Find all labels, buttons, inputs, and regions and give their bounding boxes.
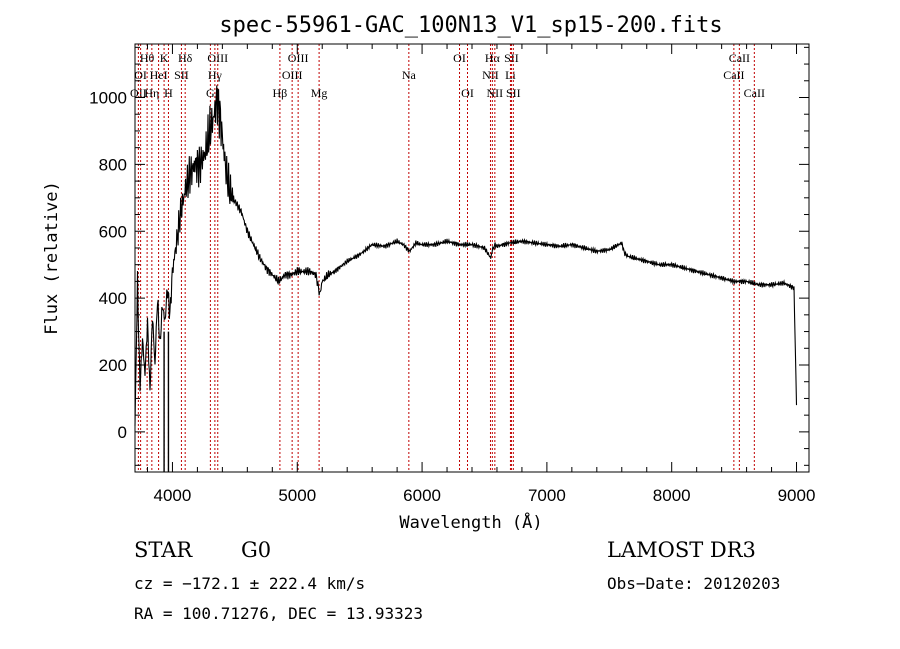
x-tick-label: 7000 xyxy=(528,486,566,505)
spectral-line-label: NII xyxy=(487,86,504,100)
spectral-line-label: Hβ xyxy=(273,86,288,100)
spectral-line-label: CaII xyxy=(723,68,744,82)
object-subclass: G0 xyxy=(241,538,272,562)
y-tick-label: 0 xyxy=(118,423,127,442)
survey-name: LAMOST DR3 xyxy=(607,538,756,562)
redshift-velocity: cz = −172.1 ± 222.4 km/s xyxy=(134,574,366,593)
spectrum-series xyxy=(134,85,798,472)
x-tick-label: 4000 xyxy=(154,486,192,505)
y-tick-label: 200 xyxy=(99,356,127,375)
spectral-line-label: NII xyxy=(482,68,499,82)
y-axis-ticks: 0 200 400 600 800 1000 xyxy=(89,46,809,466)
spectral-line-label: OIII xyxy=(207,51,228,65)
spectral-line-label: Mg xyxy=(311,86,328,100)
spectral-line-label: Hδ xyxy=(178,51,193,65)
x-tick-label: 6000 xyxy=(403,486,441,505)
x-axis-ticks: 4000 5000 6000 7000 8000 9000 xyxy=(146,44,816,505)
spectral-line-label: Hγ xyxy=(208,68,223,82)
spectral-line-label: CaII xyxy=(744,86,765,100)
spectral-line-label: Na xyxy=(402,68,417,82)
observation-date: Obs−Date: 20120203 xyxy=(607,574,781,593)
plot-frame xyxy=(134,43,810,473)
x-axis-label: Wavelength (Å) xyxy=(399,511,542,533)
spectral-line-label: Hθ xyxy=(140,51,155,65)
y-axis-label: Flux (relative) xyxy=(42,181,62,335)
spectral-line-label: CaII xyxy=(729,51,750,65)
spectral-line-label: SII xyxy=(174,68,189,82)
y-tick-label: 400 xyxy=(99,289,127,308)
spectral-line-label: OIII xyxy=(282,68,303,82)
spectral-line-label: OI xyxy=(461,86,474,100)
spectral-line-label: K xyxy=(160,51,169,65)
spectral-line-label: G xyxy=(206,86,215,100)
x-tick-label: 5000 xyxy=(278,486,316,505)
spectral-line-label: OIII xyxy=(288,51,309,65)
y-tick-label: 1000 xyxy=(89,89,127,108)
chart-title: spec-55961-GAC_100N13_V1_sp15-200.fits xyxy=(219,13,722,38)
x-tick-label: 9000 xyxy=(778,486,816,505)
y-tick-label: 600 xyxy=(99,222,127,241)
spectral-line-markers: OIIOIHθHηHeIKHSIIHδGHγOIIIHβOIIIOIIIMgNa… xyxy=(130,44,765,472)
sky-coordinates: RA = 100.71276, DEC = 13.93323 xyxy=(134,604,423,623)
spectral-line-label: OI xyxy=(453,51,466,65)
spectral-line-label: OII xyxy=(130,86,147,100)
object-class: STAR xyxy=(134,538,193,562)
spectral-line-label: SII xyxy=(504,51,519,65)
spectral-line-label: H xyxy=(164,86,173,100)
x-tick-label: 8000 xyxy=(653,486,691,505)
y-tick-label: 800 xyxy=(99,155,127,174)
spectral-line-label: SII xyxy=(506,86,521,100)
spectral-line-label: Hα xyxy=(485,51,501,65)
spectral-line-label: HeI xyxy=(150,68,168,82)
spectral-line-label: Li xyxy=(505,68,516,82)
spectral-line-label: OI xyxy=(134,68,147,82)
spectrum-line xyxy=(134,85,798,426)
spectral-line-label: Hη xyxy=(144,86,159,100)
